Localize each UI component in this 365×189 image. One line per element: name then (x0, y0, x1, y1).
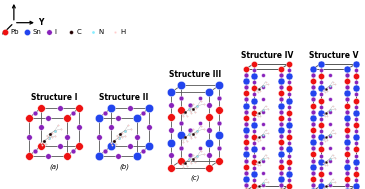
Text: (a): (a) (49, 163, 59, 170)
Text: I: I (54, 29, 57, 35)
Text: Structure IV: Structure IV (241, 51, 293, 60)
Text: Structure I: Structure I (31, 93, 77, 102)
Text: Pb: Pb (11, 29, 19, 35)
Text: Structure V: Structure V (309, 51, 359, 60)
Text: Sn: Sn (32, 29, 41, 35)
Text: C: C (77, 29, 81, 35)
Text: (b): (b) (119, 163, 129, 170)
Text: (c): (c) (190, 174, 200, 181)
Text: Structure II: Structure II (99, 93, 149, 102)
Text: Structure III: Structure III (169, 70, 221, 80)
Text: N: N (99, 29, 104, 35)
Text: H: H (120, 29, 126, 35)
Text: Y: Y (38, 18, 43, 27)
